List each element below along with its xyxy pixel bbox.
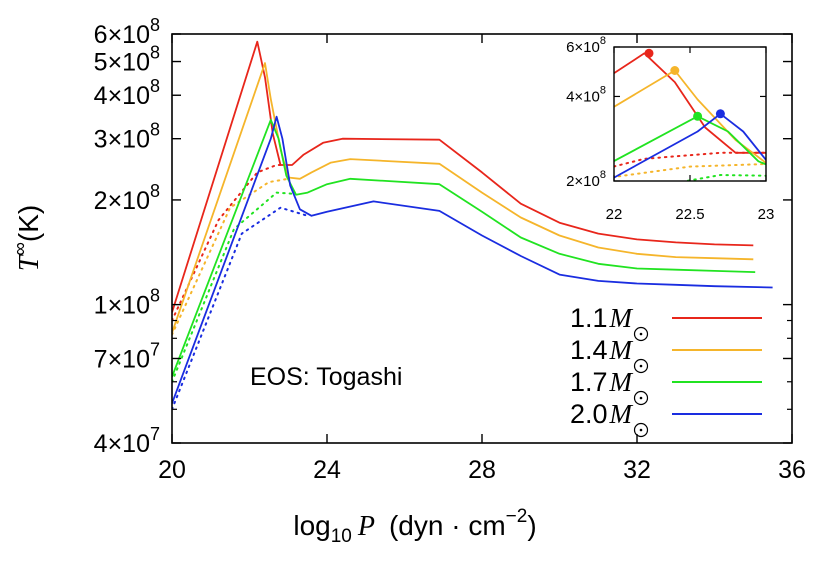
x-tick-label: 24: [313, 456, 341, 484]
inset-x-tick-label: 22.5: [675, 206, 704, 223]
solar-mass-symbol-dot: [639, 428, 643, 432]
y-axis-title: T∞(K): [10, 205, 45, 271]
inset-y-tick-label: 6×108: [566, 35, 606, 56]
solar-mass-symbol-dot: [639, 332, 643, 336]
inset-series-2-solid-line: [614, 115, 766, 166]
inset-series-3-solid-line: [614, 112, 766, 179]
solar-mass-symbol: [633, 358, 649, 374]
y-tick-label: 2×108: [94, 181, 160, 215]
solar-mass-symbol: [633, 390, 649, 406]
x-tick-label: 20: [158, 456, 186, 484]
inset-x-tick-label: 23: [758, 206, 775, 223]
inset-y-tick-label: 4×108: [566, 84, 606, 105]
y-tick-label: 1×108: [94, 286, 160, 320]
inset-peak-marker-2: [693, 111, 703, 121]
solar-mass-symbol: [633, 422, 649, 438]
legend-label-2: 1.7M: [570, 367, 634, 397]
y-tick-label: 4×108: [94, 76, 160, 110]
legend: 1.1M1.4M1.7M2.0M: [570, 303, 762, 438]
series-3-solid-line: [172, 115, 773, 404]
legend-label-0: 1.1M: [570, 303, 634, 333]
inset-series-1-dotted-line: [614, 163, 766, 178]
legend-label-1: 1.4M: [570, 335, 634, 365]
x-tick-label: 36: [778, 456, 806, 484]
inset-y-tick-label: 2×108: [566, 169, 606, 190]
y-tick-label: 5×108: [94, 43, 160, 77]
eos-annotation: EOS: Togashi: [250, 363, 402, 391]
x-tick-label: 32: [623, 456, 651, 484]
inset-axis-ticks: 22 22.5 23 2×108 4×108 6×108: [566, 35, 774, 223]
inset-series-layer: [614, 48, 766, 181]
inset-peak-marker-3: [715, 109, 725, 119]
y-tick-label: 3×108: [94, 120, 160, 154]
inset-background: [614, 47, 766, 181]
inset-peak-marker-1: [670, 66, 680, 75]
inset-peak-marker-0: [644, 48, 654, 58]
x-tick-label: 28: [468, 456, 496, 484]
main-axis-ticks: 20 24 28 32 36 4×107 7×107 1×108 2×108 3×108 4×108…: [94, 15, 806, 484]
series-0-solid-line: [172, 40, 754, 313]
y-tick-label: 7×107: [94, 339, 160, 373]
solar-mass-symbol-dot: [639, 396, 643, 400]
inset-series-2-dotted-line: [680, 173, 766, 181]
legend-label-3: 2.0M: [570, 399, 634, 429]
x-axis-title: log10 P (dyn · cm−2): [293, 506, 536, 547]
solar-mass-symbol-dot: [639, 364, 643, 368]
series-2-solid-line: [172, 118, 756, 378]
y-tick-label: 6×108: [94, 15, 160, 49]
inset-x-tick-label: 22: [606, 206, 623, 223]
main-series-layer: [172, 40, 773, 411]
y-tick-label: 4×107: [94, 424, 160, 458]
solar-mass-symbol: [633, 326, 649, 342]
